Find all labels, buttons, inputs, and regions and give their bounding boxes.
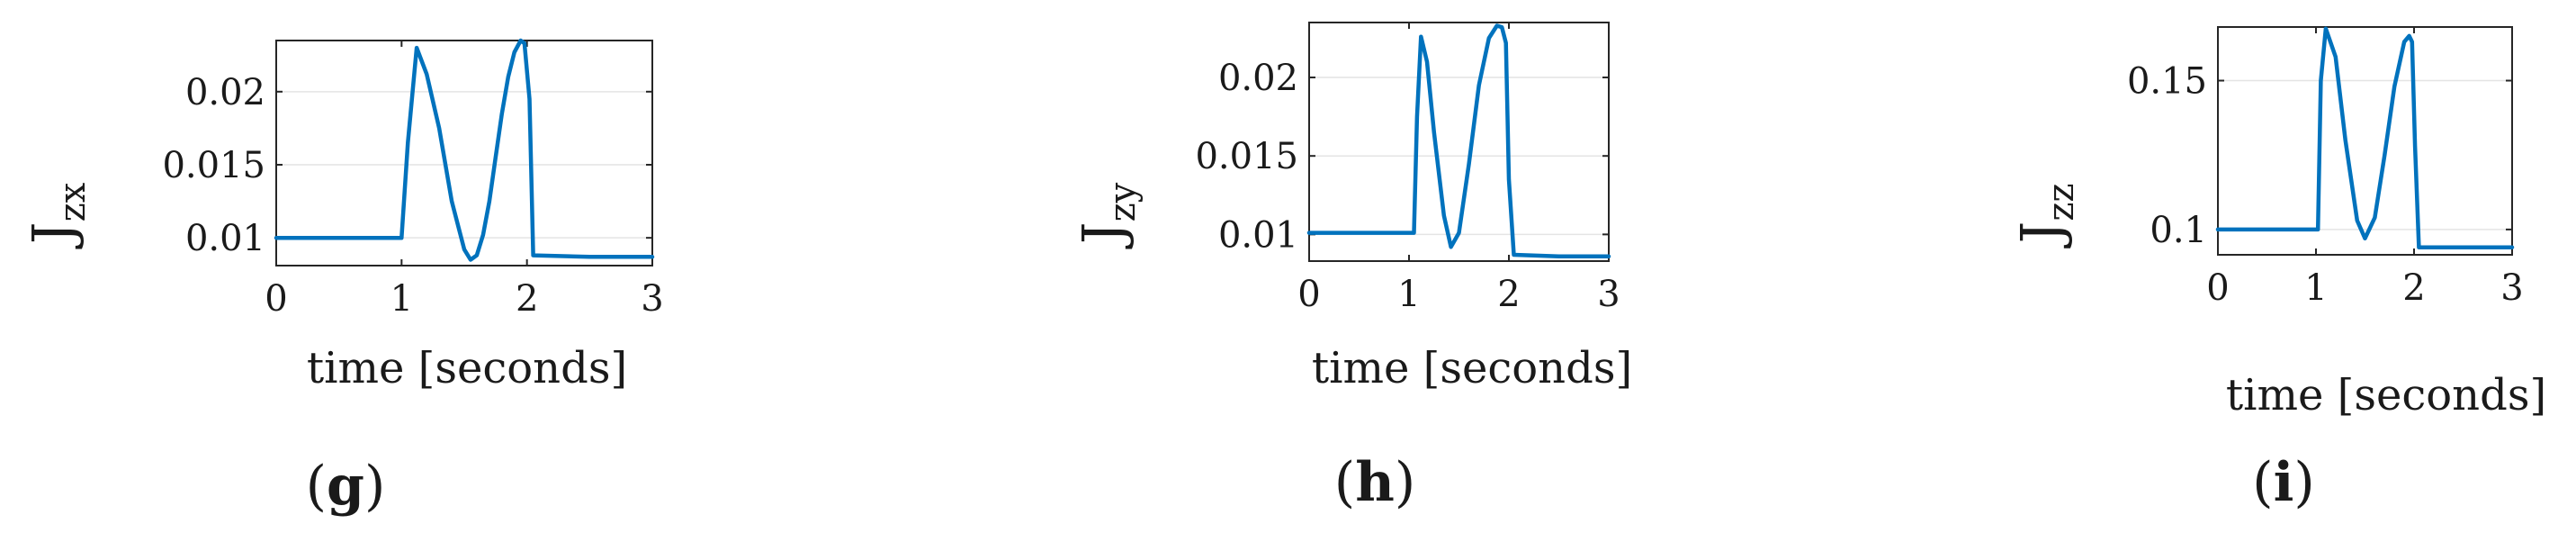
panel-i-label: (i): [2252, 451, 2315, 514]
panel-h-xtick-label-1: 1: [1397, 274, 1420, 315]
panel-h-xtick-label-3: 3: [1597, 274, 1620, 315]
panel-g-xtick-label-0: 0: [265, 278, 287, 320]
panel-g-xlabel: time [seconds]: [307, 343, 627, 393]
panel-h-series-line-0: [1306, 23, 1611, 259]
panel-g-ytick-label-2: 0.02: [185, 72, 265, 113]
panel-h-xlabel: time [seconds]: [1312, 343, 1632, 393]
panel-i-ylabel-sub: zz: [2041, 183, 2082, 221]
panel-h-axes-box: [1308, 22, 1610, 262]
panel-g-ylabel: Jzx: [20, 182, 94, 249]
panel-i-xtick-label-3: 3: [2500, 267, 2523, 309]
panel-i-xlabel: time [seconds]: [2226, 370, 2546, 420]
panel-i-axes-box: [2217, 26, 2513, 256]
panel-g-series-line-0: [274, 38, 655, 262]
panel-g-plot-area: 0 1 2 3 0.01 0.015 0.02: [162, 38, 664, 320]
panel-i-ylabel-main: J: [2008, 221, 2074, 249]
panel-g-ytick-label-1: 0.015: [162, 145, 265, 186]
panel-i-xtick-label-1: 1: [2304, 267, 2327, 309]
panel-g-label: (g): [306, 455, 386, 518]
panel-g-ylabel-main: J: [20, 221, 85, 249]
panel-i-series-line-0: [2215, 26, 2515, 249]
panel-i-ylabel: Jzz: [2008, 183, 2082, 248]
panel-h-label: (h): [1334, 451, 1415, 514]
panel-i-ytick-label-0: 0.1: [2150, 210, 2207, 251]
panel-g-axes-box: [275, 40, 653, 266]
panel-h-ytick-label-0: 0.01: [1218, 214, 1298, 256]
panel-h-xtick-label-2: 2: [1497, 274, 1520, 315]
panel-g-ytick-label-0: 0.01: [185, 218, 265, 259]
panel-h-ylabel: Jzy: [1070, 182, 1144, 249]
panel-h-xtick-label-0: 0: [1297, 274, 1320, 315]
panel-g: 0 1 2 3 0.01 0.015 0.02 Jzx time [seconds] (g): [20, 38, 664, 518]
panel-h-ylabel-sub: zy: [1102, 182, 1144, 221]
panel-h-ylabel-main: J: [1070, 221, 1135, 249]
panel-h: 0 1 2 3 0.01 0.015 0.02 Jzy time [seconds] (h): [1070, 22, 1632, 514]
panel-g-xtick-label-1: 1: [390, 278, 413, 320]
panel-h-ytick-label-2: 0.02: [1218, 58, 1298, 99]
panel-g-label-letter: g: [327, 455, 364, 518]
panel-i-xtick-label-0: 0: [2206, 267, 2229, 309]
panel-i-plot-area: 0 1 2 3 0.1 0.15: [2127, 26, 2524, 309]
panel-h-label-letter: h: [1355, 451, 1395, 514]
panel-h-plot-area: 0 1 2 3 0.01 0.015 0.02: [1195, 22, 1620, 315]
panel-g-xtick-label-2: 2: [516, 278, 538, 320]
panel-i-xtick-label-2: 2: [2402, 267, 2425, 309]
panel-g-ylabel-sub: zx: [52, 182, 94, 221]
panel-h-ytick-label-1: 0.015: [1195, 136, 1298, 177]
panel-g-xtick-label-3: 3: [641, 278, 663, 320]
panel-i: 0 1 2 3 0.1 0.15 Jzz time [seconds] (i): [2008, 26, 2546, 514]
panel-i-label-letter: i: [2274, 451, 2294, 514]
panel-i-ytick-label-1: 0.15: [2127, 61, 2207, 103]
